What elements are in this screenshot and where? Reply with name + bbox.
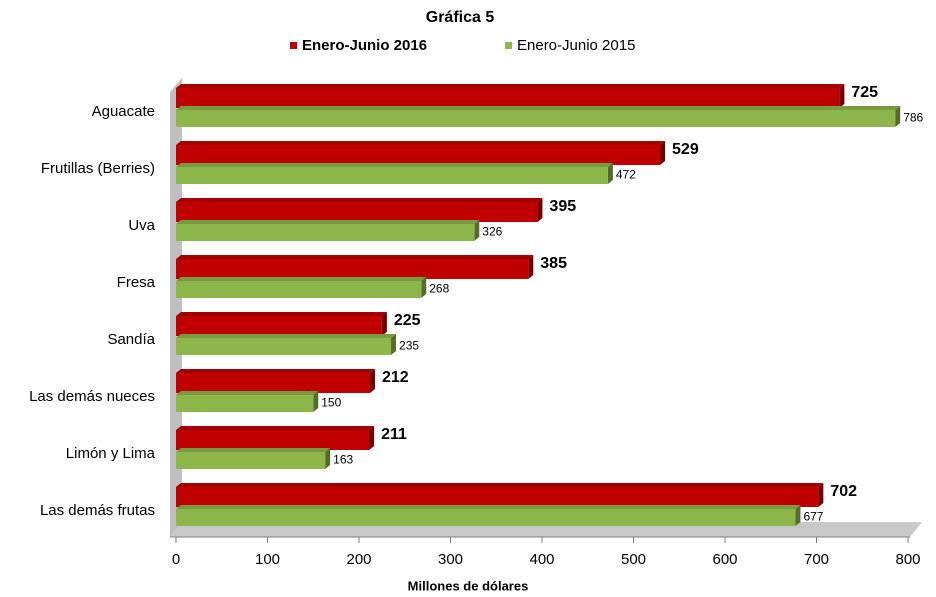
bar-side [839, 84, 845, 108]
bar [176, 202, 538, 222]
bar-top [176, 163, 613, 167]
bar-side [474, 220, 480, 241]
bar-top [176, 198, 543, 202]
legend-label: Enero-Junio 2015 [517, 37, 635, 54]
data-label: 472 [616, 168, 636, 182]
bar-top [176, 505, 801, 509]
bar-side [537, 198, 543, 222]
data-label: 225 [394, 312, 421, 329]
bar [176, 316, 382, 336]
bar [176, 452, 326, 469]
x-tick-label: 500 [621, 551, 646, 568]
bar [176, 509, 796, 526]
data-label: 725 [851, 84, 878, 101]
bar-top [176, 483, 824, 487]
data-label: 212 [382, 369, 409, 386]
bar-top [176, 141, 666, 145]
x-tick-label: 200 [346, 551, 371, 568]
bar-side [895, 106, 901, 127]
x-tick-label: 800 [895, 551, 920, 568]
bar-top [176, 334, 397, 338]
bar-top [176, 426, 375, 430]
bar [176, 487, 819, 507]
x-tick-label: 100 [255, 551, 280, 568]
bar [176, 395, 314, 412]
data-label: 395 [549, 198, 576, 215]
x-axis-label: Millones de dólares [408, 578, 529, 593]
x-tick-label: 400 [529, 551, 554, 568]
bar-side [381, 312, 387, 336]
bar-top [176, 448, 331, 452]
bar [176, 281, 422, 298]
data-label: 163 [333, 453, 353, 467]
chart-title: Gráfica 5 [426, 9, 495, 26]
bar-top [176, 312, 387, 316]
y-tick-label: Aguacate [92, 103, 155, 120]
bar-side [795, 505, 801, 526]
data-label: 326 [482, 225, 502, 239]
x-tick-label: 300 [438, 551, 463, 568]
legend-label: Enero-Junio 2016 [302, 37, 427, 54]
data-label: 677 [803, 510, 823, 524]
y-tick-label: Las demás frutas [40, 502, 155, 519]
bar-side [421, 277, 427, 298]
bar-top [176, 106, 901, 110]
y-tick-label: Limón y Lima [66, 445, 156, 462]
bar [176, 373, 370, 393]
data-label: 786 [903, 111, 923, 125]
y-tick-label: Sandía [107, 331, 155, 348]
bar-side [391, 334, 397, 355]
x-tick-label: 700 [804, 551, 829, 568]
data-label: 150 [321, 396, 341, 410]
bar-side [660, 141, 666, 165]
y-tick-label: Frutillas (Berries) [41, 160, 155, 177]
bar-top [176, 277, 427, 281]
y-tick-label: Las demás nueces [29, 388, 155, 405]
data-label: 211 [381, 426, 407, 443]
data-label: 385 [540, 255, 567, 272]
bar-side [313, 391, 319, 412]
bar-top [176, 255, 534, 259]
legend-swatch [505, 42, 512, 49]
data-label: 702 [830, 483, 857, 500]
bar [176, 88, 840, 108]
x-tick-label: 0 [172, 551, 180, 568]
y-tick-label: Fresa [117, 274, 156, 291]
bar [176, 430, 370, 450]
bar [176, 338, 392, 355]
bar [176, 224, 475, 241]
data-label: 529 [672, 141, 699, 158]
left-wall [170, 78, 182, 537]
bar-top [176, 220, 480, 224]
bar [176, 259, 529, 279]
bar-side [369, 369, 375, 393]
bar [176, 145, 661, 165]
bar-side [528, 255, 534, 279]
bar-side [607, 163, 613, 184]
bar-top [176, 84, 845, 88]
bar-top [176, 369, 375, 373]
data-label: 235 [399, 339, 419, 353]
x-tick-label: 600 [712, 551, 737, 568]
bar-side [818, 483, 824, 507]
data-label: 268 [429, 282, 449, 296]
bar-side [369, 426, 375, 450]
y-tick-label: Uva [128, 217, 155, 234]
legend-swatch [290, 42, 297, 49]
bar-side [325, 448, 331, 469]
bar-top [176, 391, 319, 395]
bar [176, 167, 608, 184]
bar [176, 110, 896, 127]
